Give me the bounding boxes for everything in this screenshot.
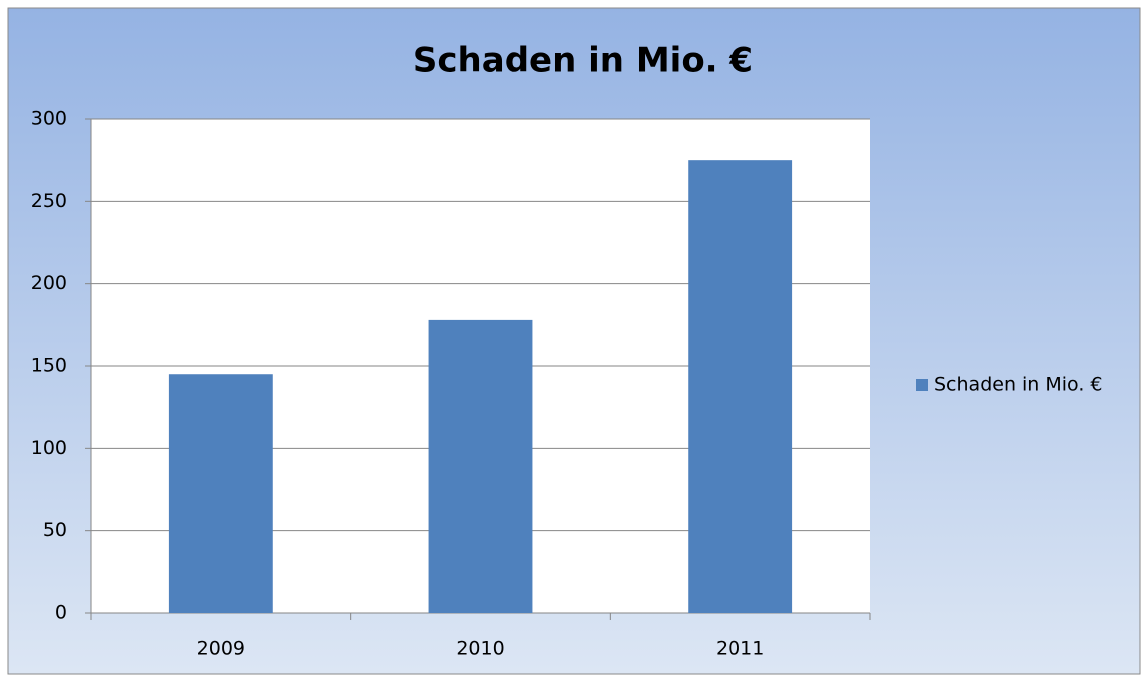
bar [168, 374, 273, 613]
y-tick-label: 150 [31, 355, 67, 377]
bar [428, 319, 533, 613]
legend-label: Schaden in Mio. € [934, 374, 1103, 396]
legend-swatch [916, 379, 928, 391]
x-tick-label: 2011 [716, 638, 764, 660]
y-tick-label: 100 [31, 437, 67, 459]
bar [688, 160, 793, 613]
x-tick-label: 2009 [197, 638, 245, 660]
y-tick-label: 50 [43, 519, 67, 541]
chart-title: Schaden in Mio. € [413, 41, 753, 81]
y-tick-label: 0 [55, 602, 67, 624]
x-tick-label: 2010 [456, 638, 504, 660]
y-tick-label: 300 [31, 108, 67, 130]
y-tick-label: 250 [31, 190, 67, 212]
y-tick-label: 200 [31, 272, 67, 294]
